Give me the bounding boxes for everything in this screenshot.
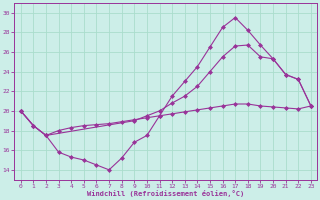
X-axis label: Windchill (Refroidissement éolien,°C): Windchill (Refroidissement éolien,°C) xyxy=(87,190,244,197)
